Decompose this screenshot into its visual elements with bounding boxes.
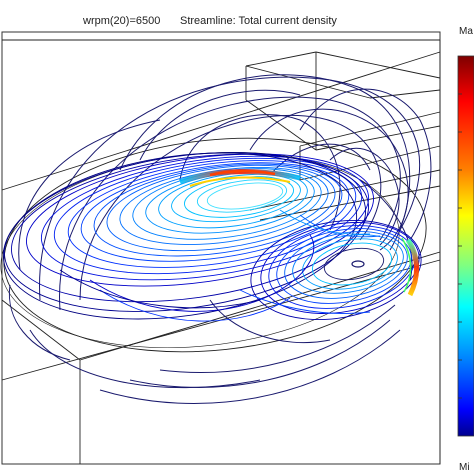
right-vortex-hotspot	[401, 237, 419, 297]
colorbar-ticks	[458, 93, 462, 399]
colorbar-min-label: Mi	[459, 462, 470, 473]
parameter-label: wrpm(20)=6500	[82, 15, 160, 27]
left-vortex-hotspot	[179, 169, 301, 187]
connecting-streamlines	[59, 209, 381, 322]
geometry-wireframe	[0, 39, 441, 464]
plot-title: Streamline: Total current density	[180, 15, 337, 27]
colorbar-max-label: Ma	[459, 26, 473, 37]
outer-streamlines	[8, 74, 432, 404]
